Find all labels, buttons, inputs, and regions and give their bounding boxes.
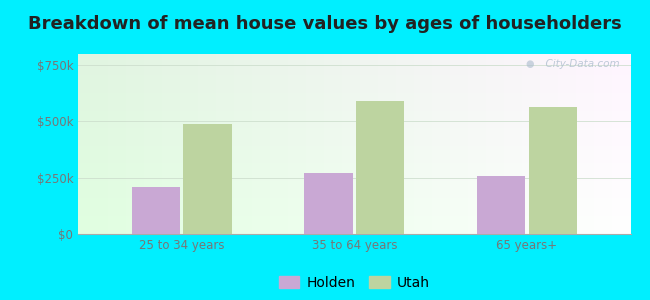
Text: ●: ● [526,59,534,69]
Text: City-Data.com: City-Data.com [539,59,619,69]
Bar [183,124,231,234]
Text: Breakdown of mean house values by ages of householders: Breakdown of mean house values by ages o… [28,15,622,33]
Bar [304,173,352,234]
Bar [131,187,180,234]
Bar [477,176,525,234]
Bar [356,101,404,234]
Bar [528,107,577,234]
Legend: Holden, Utah: Holden, Utah [273,270,436,296]
